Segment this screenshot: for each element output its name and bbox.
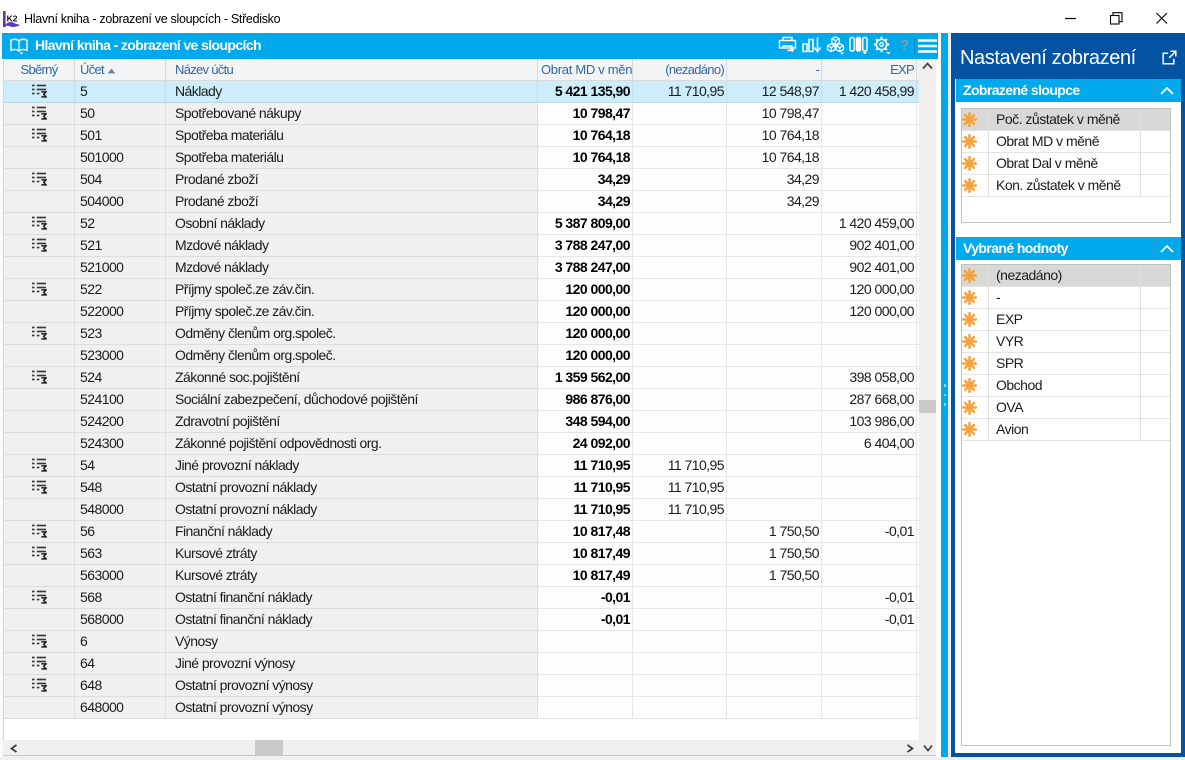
svg-text:K2: K2 xyxy=(7,14,18,24)
